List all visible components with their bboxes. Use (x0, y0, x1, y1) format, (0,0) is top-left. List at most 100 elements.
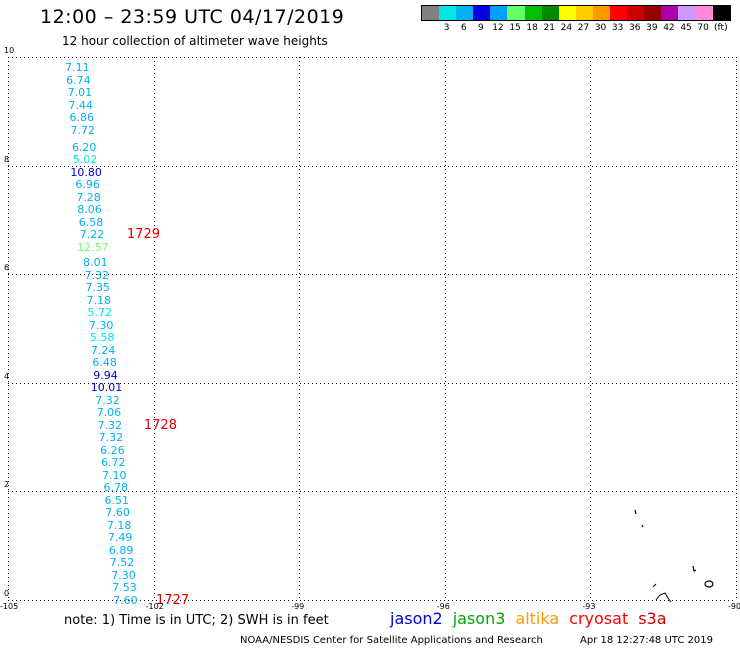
x-tick-label: -93 (582, 602, 596, 611)
wave-height-value: 9.94 (93, 368, 118, 382)
legend-tick-label: 45 (680, 23, 692, 33)
legend-swatch (627, 6, 645, 20)
wave-height-value: 6.26 (100, 443, 125, 457)
wave-height-value: 7.22 (79, 228, 105, 242)
wave-height-value: 7.24 (90, 343, 116, 357)
satellite-legend: jason2 jason3 altika cryosat s3a (390, 609, 677, 628)
legend-swatch (490, 6, 508, 20)
legend-tick-label: 27 (577, 23, 590, 33)
wave-height-value: 7.60 (113, 593, 138, 607)
map-subtitle: 12 hour collection of altimeter wave hei… (62, 34, 328, 48)
legend-swatch (575, 6, 593, 20)
x-tick-label: -96 (436, 602, 450, 611)
legend-tick-label: 42 (663, 23, 675, 33)
legend-tick-label: 6 (460, 23, 467, 33)
satellite-name: jason2 (390, 609, 443, 628)
wave-height-value: 7.52 (109, 556, 135, 570)
wave-height-value: 10.80 (70, 165, 102, 179)
wave-height-value: 7.10 (102, 468, 127, 482)
legend-swatch (678, 6, 696, 20)
wave-height-value: 8.01 (83, 256, 108, 270)
legend-tick-label: 18 (526, 23, 538, 33)
x-tick-label: -90 (728, 602, 740, 611)
wave-height-value: 7.72 (70, 123, 95, 137)
map-title: 12:00 – 23:59 UTC 04/17/2019 (40, 6, 345, 28)
satellite-name: s3a (638, 609, 667, 628)
wave-height-value: 12.57 (77, 240, 109, 254)
units-note: note: 1) Time is in UTC; 2) SWH is in fe… (64, 613, 329, 628)
footer-credit: NOAA/NESDIS Center for Satellite Applica… (240, 635, 543, 646)
legend-swatch (541, 6, 559, 20)
legend-swatch-bar (421, 5, 731, 21)
wave-height-value: 7.60 (105, 506, 130, 520)
wave-height-value: 7.30 (88, 318, 114, 332)
wave-height-value: 6.20 (71, 140, 97, 154)
legend-tick-label: 70 (697, 23, 709, 33)
legend-swatch (558, 6, 576, 20)
legend-unit: (ft) (714, 23, 728, 33)
y-tick-label: 0 (4, 589, 10, 598)
y-tick-label: 4 (4, 371, 10, 381)
wave-height-value: 7.30 (111, 568, 136, 582)
legend-swatch (524, 6, 542, 20)
wave-height-value: 7.44 (68, 98, 94, 112)
wave-height-value: 7.32 (84, 268, 110, 282)
legend-tick-label: 9 (477, 23, 484, 33)
wave-height-value: 7.32 (97, 418, 123, 432)
wave-height-value: 7.18 (86, 293, 112, 307)
legend-swatch (610, 6, 628, 20)
legend-tick-label: 30 (594, 23, 607, 33)
wave-height-value: 7.11 (65, 61, 90, 75)
wave-height-value: 5.58 (89, 331, 115, 345)
color-scale-legend: 3 6 9 12 15 18 21 24 27 30 33 36 39 42 45 70 (ft) (421, 5, 731, 33)
x-tick-label: -102 (145, 602, 164, 611)
wave-height-value: 7.32 (95, 393, 120, 407)
wave-height-value: 6.96 (75, 178, 100, 192)
wave-height-value: 6.78 (103, 481, 128, 495)
wave-height-value: 7.53 (112, 581, 137, 595)
wave-height-value: 7.32 (98, 431, 124, 445)
legend-labels: 3 6 9 12 15 18 21 24 27 30 33 36 39 42 45 70 (ft) (421, 21, 731, 33)
legend-swatch (695, 6, 713, 20)
footer-timestamp: Apr 18 12:27:48 UTC 2019 (580, 635, 713, 646)
legend-tick-label: 12 (492, 23, 504, 33)
x-tick-label: -105 (0, 602, 19, 611)
legend-swatch (661, 6, 679, 20)
legend-tick-label: 15 (509, 23, 521, 33)
wave-height-value: 7.06 (96, 406, 122, 420)
legend-tick-label: 33 (611, 23, 624, 33)
pass-time-label: 1728 (143, 417, 177, 433)
legend-swatch (592, 6, 611, 20)
legend-tick-label: 39 (646, 23, 658, 33)
satellite-name: jason3 (452, 609, 506, 628)
wave-height-value: 7.01 (67, 86, 93, 100)
legend-tick-label: 3 (443, 23, 450, 33)
wave-height-value: 6.74 (66, 73, 91, 87)
pass-time-label: 1727 (156, 592, 190, 608)
legend-swatch (422, 6, 440, 20)
wave-height-value: 6.72 (101, 456, 126, 470)
legend-tick-label: 24 (560, 23, 573, 33)
satellite-name: cryosat (569, 609, 629, 628)
wave-height-value: 6.51 (104, 493, 129, 507)
y-tick-label: 8 (4, 154, 10, 164)
legend-swatch (456, 6, 474, 20)
legend-tick-label: 21 (543, 23, 555, 33)
wave-height-value: 6.48 (92, 356, 117, 370)
wave-height-value: 7.49 (107, 531, 133, 545)
legend-tick-label: 36 (629, 23, 641, 33)
y-tick-label: 10 (4, 46, 15, 55)
wave-height-value: 7.18 (106, 518, 132, 532)
legend-swatch (644, 6, 662, 20)
coastline-islands (634, 509, 714, 603)
satellite-name: altika (515, 609, 560, 628)
y-tick-label: 2 (4, 480, 10, 490)
wave-height-value: 6.89 (108, 543, 134, 557)
wave-height-value: 8.06 (77, 203, 102, 217)
y-tick-label: 6 (4, 263, 10, 273)
wave-height-value: 7.28 (76, 190, 101, 204)
wave-height-value: 10.01 (90, 381, 123, 395)
legend-swatch (473, 6, 491, 20)
wave-height-value: 6.86 (69, 111, 95, 125)
